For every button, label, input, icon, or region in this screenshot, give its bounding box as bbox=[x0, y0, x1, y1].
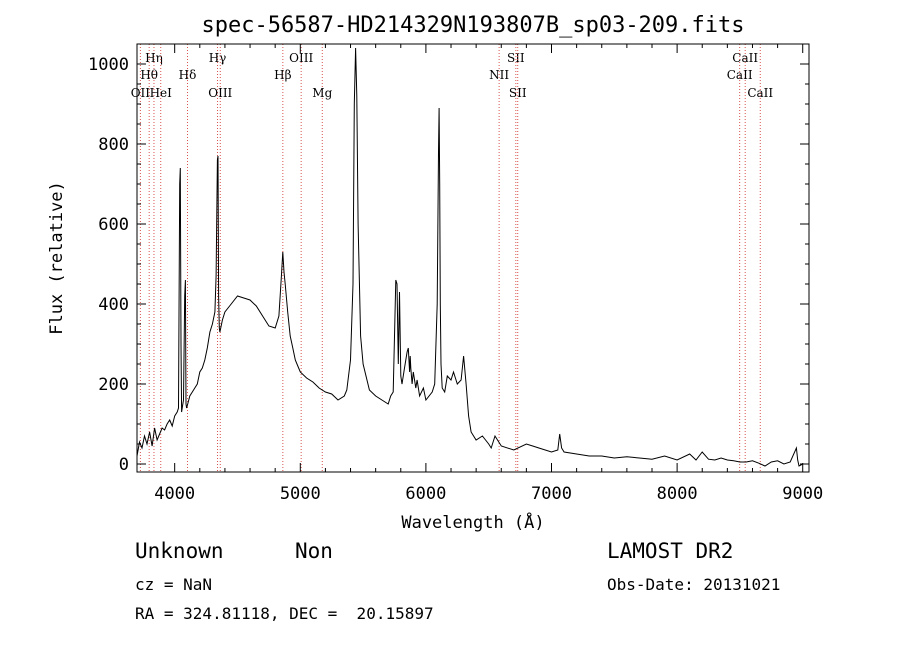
x-tick-label: 5000 bbox=[280, 484, 321, 504]
spectral-line-label: Hθ bbox=[140, 68, 158, 82]
subclass-label: Non bbox=[295, 539, 333, 563]
spectral-line-label: OIII bbox=[289, 51, 313, 65]
x-tick-label: 8000 bbox=[657, 484, 698, 504]
x-tick-label: 7000 bbox=[531, 484, 572, 504]
chart-title: spec-56587-HD214329N193807B_sp03-209.fit… bbox=[201, 13, 744, 38]
spectral-line-label: Hη bbox=[145, 51, 163, 65]
x-tick-label: 9000 bbox=[782, 484, 823, 504]
spectrum-series-line bbox=[136, 47, 803, 467]
spectral-line-label: CaII bbox=[747, 86, 773, 100]
plot-frame bbox=[136, 43, 810, 473]
spectral-line-label: OII bbox=[131, 86, 151, 100]
spectral-line-label: SII bbox=[507, 51, 525, 65]
spectral-line-label: CaII bbox=[732, 51, 758, 65]
spectral-line-label: NII bbox=[489, 68, 509, 82]
y-tick-label: 1000 bbox=[88, 55, 129, 75]
x-tick-label: 4000 bbox=[154, 484, 195, 504]
y-tick-label: 600 bbox=[98, 215, 129, 235]
spectral-line-label: Hβ bbox=[274, 68, 291, 82]
spectral-line-label: CaII bbox=[727, 68, 753, 82]
y-tick-label: 800 bbox=[98, 135, 129, 155]
spectral-line-label: HeI bbox=[150, 86, 173, 100]
survey-label: LAMOST DR2 bbox=[607, 539, 734, 563]
x-tick-label: 6000 bbox=[405, 484, 446, 504]
obs-date-label: Obs-Date: 20131021 bbox=[607, 575, 781, 594]
spectral-line-label: Hγ bbox=[209, 51, 227, 65]
y-tick-label: 0 bbox=[119, 455, 129, 475]
coordinates-label: RA = 324.81118, DEC = 20.15897 bbox=[135, 604, 434, 623]
y-tick-label: 400 bbox=[98, 295, 129, 315]
spectral-line-label: Mg bbox=[312, 86, 332, 100]
axis-ticks: 4000 5000 6000 7000 8000 9000 0 200 400 600 800 100… bbox=[88, 44, 823, 504]
spectral-line-label: Hδ bbox=[179, 68, 197, 82]
y-axis-label: Flux (relative) bbox=[47, 181, 67, 335]
class-label: Unknown bbox=[135, 539, 224, 563]
redshift-label: cz = NaN bbox=[135, 575, 213, 594]
y-tick-label: 200 bbox=[98, 375, 129, 395]
x-axis-label: Wavelength (Å) bbox=[401, 511, 544, 533]
spectral-line-label: OIII bbox=[208, 86, 232, 100]
spectral-line-label: SII bbox=[509, 86, 527, 100]
